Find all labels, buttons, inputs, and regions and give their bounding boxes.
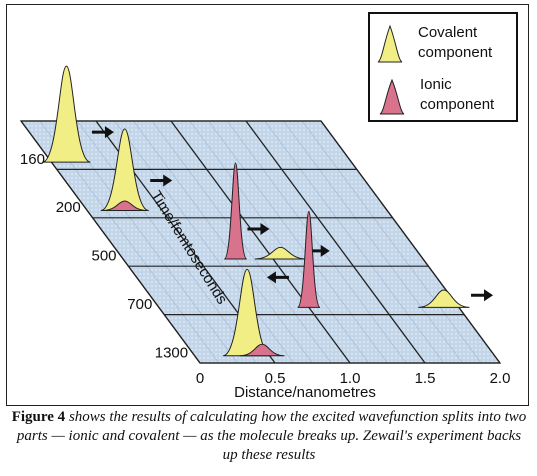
peak-covalent-700	[418, 289, 470, 308]
distance-tick-label: 2.0	[490, 370, 511, 387]
motion-arrow-head	[484, 289, 494, 302]
caption-text: shows the results of calculating how the…	[16, 409, 527, 463]
peak-ionic-700	[297, 210, 321, 308]
grid-fine-line	[283, 120, 463, 364]
grid-major-line	[320, 120, 501, 364]
grid-fine-line	[77, 120, 257, 364]
time-label: 500	[91, 248, 116, 265]
legend-ionic-line1: Ionic	[420, 76, 452, 93]
legend-ionic-line2: component	[420, 96, 495, 113]
time-label: 200	[56, 199, 81, 216]
legend-covalent-swatch	[377, 24, 403, 63]
legend-ionic-swatch	[379, 78, 405, 115]
peak-ionic-500	[223, 162, 248, 260]
grid-fine-line	[264, 120, 444, 364]
peak-covalent-500	[254, 246, 307, 260]
motion-arrow-head	[266, 271, 276, 284]
time-label: 1300	[155, 344, 188, 361]
x-axis-title: Distance/nanometres	[234, 384, 376, 401]
grid-major-line	[170, 120, 351, 364]
motion-arrow-head	[104, 126, 114, 139]
distance-tick-label: 1.5	[415, 370, 436, 387]
distance-tick-label: 0	[196, 370, 204, 387]
peak-ionic-200	[102, 200, 148, 212]
motion-arrow-head	[320, 244, 330, 257]
legend-covalent-line2: component	[418, 44, 493, 61]
grid-fine-line	[133, 120, 313, 364]
distance-tick-label: 1.0	[340, 370, 361, 387]
grid-fine-line	[302, 120, 482, 364]
peak-covalent-160	[42, 65, 91, 163]
motion-arrow-head	[260, 222, 270, 235]
distance-tick-label: 0.5	[265, 370, 286, 387]
grid-fine-line	[208, 120, 388, 364]
motion-arrow-head	[163, 174, 173, 187]
legend-covalent-line1: Covalent	[418, 24, 478, 41]
grid-fine-line	[189, 120, 369, 364]
peak-covalent-200	[100, 128, 149, 212]
time-label: 160	[20, 151, 45, 168]
figure-caption: Figure 4 shows the results of calculatin…	[8, 408, 530, 465]
peak-ionic-1300	[239, 343, 285, 357]
grid-fine-line	[114, 120, 294, 364]
waterfall-plot: 160 200 500 700 1300 0 0.5 1.0 1.5 2.0 Distance/na…	[19, 65, 511, 401]
legend: Covalent component Ionic component	[368, 12, 518, 122]
caption-figure-label: Figure 4	[11, 409, 66, 425]
time-label: 700	[127, 296, 152, 313]
grid-fine-line	[227, 120, 407, 364]
grid-major-line	[245, 120, 426, 364]
